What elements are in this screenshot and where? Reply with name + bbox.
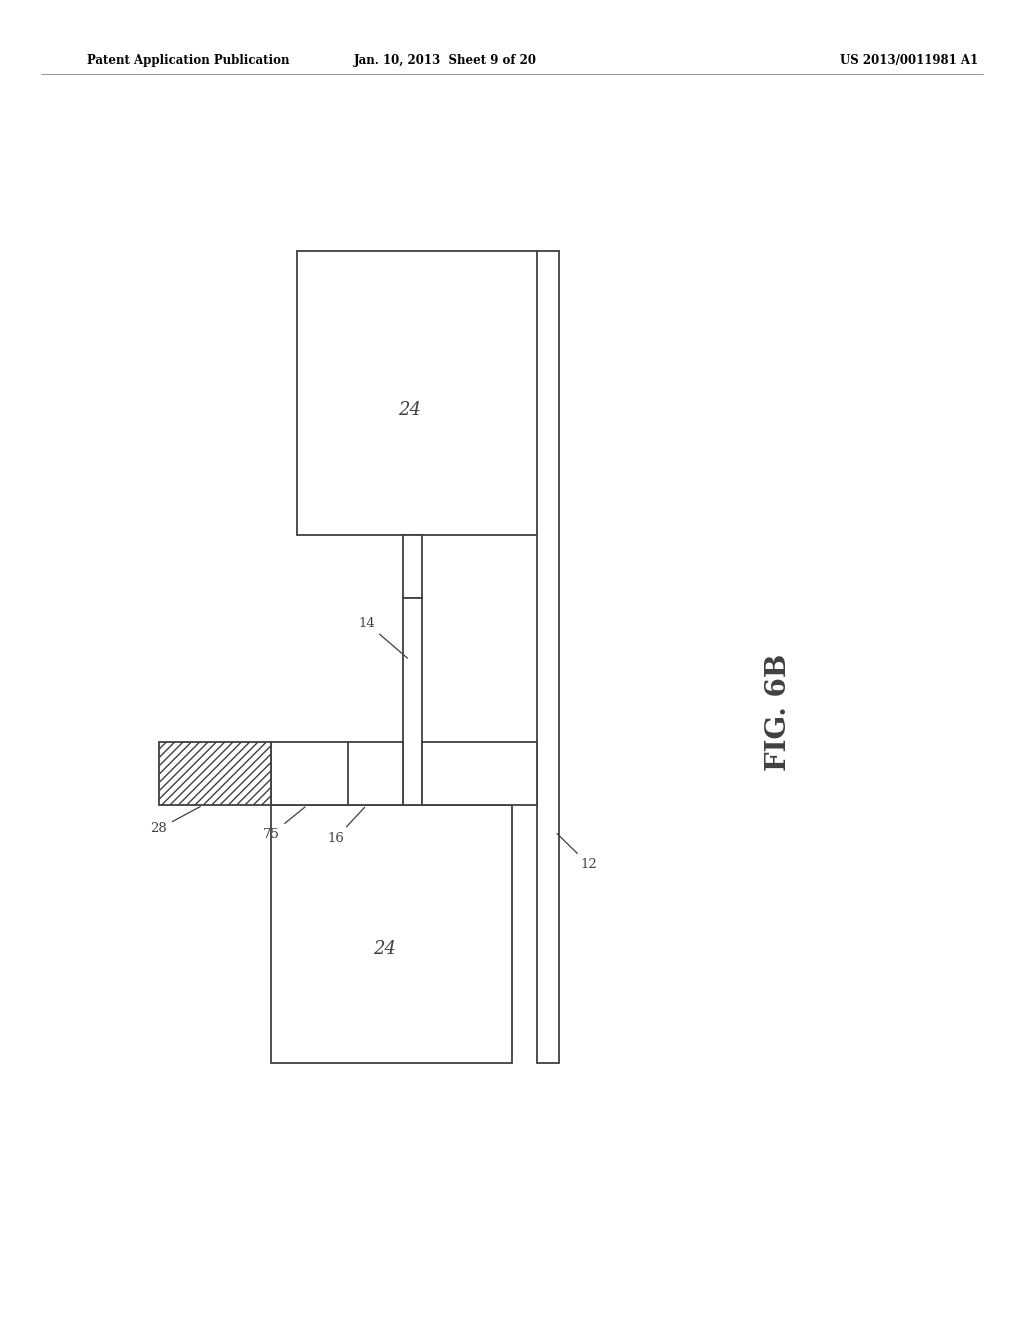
Text: Patent Application Publication: Patent Application Publication	[87, 54, 290, 67]
Text: 28: 28	[151, 807, 201, 836]
Text: 24: 24	[398, 401, 422, 418]
Text: Jan. 10, 2013  Sheet 9 of 20: Jan. 10, 2013 Sheet 9 of 20	[354, 54, 537, 67]
Bar	[297, 251, 538, 535]
Bar	[159, 742, 271, 805]
Bar	[271, 805, 512, 1063]
Text: 14: 14	[358, 616, 408, 659]
Bar	[537, 251, 559, 1063]
Text: FIG. 6B: FIG. 6B	[765, 655, 792, 771]
Bar	[403, 598, 422, 805]
Bar	[271, 742, 403, 805]
Bar	[422, 742, 537, 805]
Text: 16: 16	[328, 808, 365, 845]
Text: 75: 75	[263, 807, 305, 841]
Bar	[403, 535, 422, 598]
Text: US 2013/0011981 A1: US 2013/0011981 A1	[840, 54, 978, 67]
Text: 12: 12	[557, 833, 597, 871]
Text: 24: 24	[373, 940, 396, 958]
